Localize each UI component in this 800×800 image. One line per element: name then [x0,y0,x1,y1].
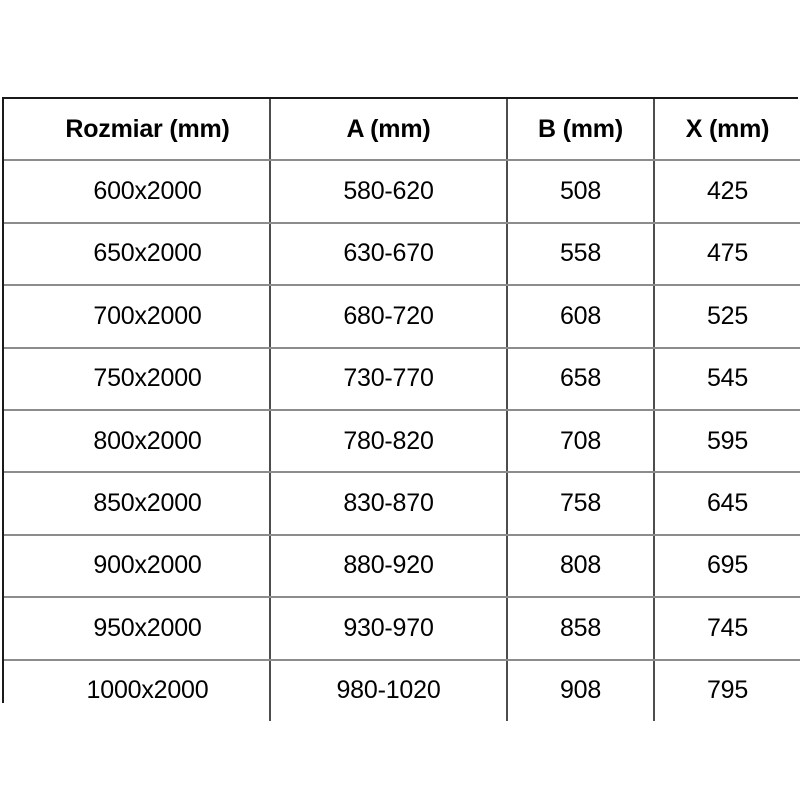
cell-x: 695 [654,534,800,599]
table-body: 600x2000 580-620 508 425 650x2000 630-67… [4,160,800,721]
cell-size: 650x2000 [4,222,271,287]
column-header-a: A (mm) [270,99,508,162]
table-header: Rozmiar (mm) A (mm) B (mm) X (mm) [4,99,800,162]
table-row: 650x2000 630-670 558 475 [4,222,800,287]
cell-b: 508 [507,160,655,224]
table-row: 950x2000 930-970 858 745 [4,597,800,661]
cell-b: 558 [507,222,655,287]
cell-a: 680-720 [270,285,508,349]
cell-size: 1000x2000 [4,659,271,721]
table-row: 800x2000 780-820 708 595 [4,409,800,474]
cell-b: 658 [507,347,655,411]
cell-x: 425 [654,160,800,224]
table-header-row: Rozmiar (mm) A (mm) B (mm) X (mm) [4,99,800,162]
cell-size: 800x2000 [4,409,271,474]
dimensions-table-container: Rozmiar (mm) A (mm) B (mm) X (mm) 600x20… [2,97,800,721]
cell-x: 595 [654,409,800,474]
cell-b: 608 [507,285,655,349]
dimensions-table: Rozmiar (mm) A (mm) B (mm) X (mm) 600x20… [4,99,800,721]
cell-size: 900x2000 [4,534,271,599]
cell-size: 950x2000 [4,597,271,661]
table-row: 900x2000 880-920 808 695 [4,534,800,599]
table-row: 700x2000 680-720 608 525 [4,285,800,349]
cell-b: 708 [507,409,655,474]
cell-x: 525 [654,285,800,349]
cell-a: 780-820 [270,409,508,474]
table-row: 750x2000 730-770 658 545 [4,347,800,411]
cell-size: 600x2000 [4,160,271,224]
cell-size: 850x2000 [4,472,271,536]
cell-a: 980-1020 [270,659,508,721]
cell-a: 580-620 [270,160,508,224]
cell-a: 630-670 [270,222,508,287]
table-row: 850x2000 830-870 758 645 [4,472,800,536]
cell-a: 930-970 [270,597,508,661]
cell-x: 745 [654,597,800,661]
cell-size: 750x2000 [4,347,271,411]
column-header-b: B (mm) [507,99,655,162]
cell-a: 730-770 [270,347,508,411]
cell-b: 858 [507,597,655,661]
cell-a: 830-870 [270,472,508,536]
cell-a: 880-920 [270,534,508,599]
column-header-size: Rozmiar (mm) [4,99,271,162]
cell-x: 645 [654,472,800,536]
cell-b: 758 [507,472,655,536]
cell-x: 545 [654,347,800,411]
cell-size: 700x2000 [4,285,271,349]
cell-b: 908 [507,659,655,721]
table-row: 600x2000 580-620 508 425 [4,160,800,224]
cell-x: 795 [654,659,800,721]
column-header-x: X (mm) [654,99,800,162]
table-row: 1000x2000 980-1020 908 795 [4,659,800,721]
cell-b: 808 [507,534,655,599]
cell-x: 475 [654,222,800,287]
